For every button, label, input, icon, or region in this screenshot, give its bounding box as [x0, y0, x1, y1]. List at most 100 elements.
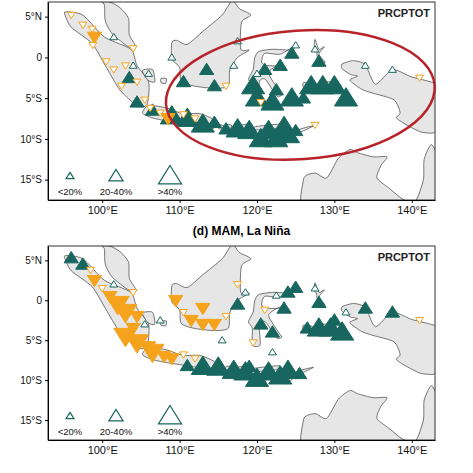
station-marker	[277, 302, 291, 313]
x-tick-mark	[334, 200, 335, 203]
station-marker	[130, 311, 144, 322]
x-tick: 130°E	[320, 200, 350, 216]
y-tick-label: 10°S	[20, 375, 42, 386]
y-tick-label: 5°S	[26, 93, 43, 104]
station-marker	[88, 26, 96, 32]
x-axis-line	[49, 440, 436, 441]
y-axis-line	[48, 247, 49, 441]
y-tick-label: 0	[36, 52, 42, 63]
frame	[48, 246, 435, 440]
y-tick-mark	[45, 57, 48, 58]
station-marker	[222, 83, 230, 89]
y-axis: 5°N05°S10°S15°S	[20, 247, 48, 441]
x-tick: 140°E	[397, 200, 427, 216]
y-tick-mark	[45, 17, 48, 18]
y-tick-label: 10°S	[20, 134, 42, 145]
x-tick: 120°E	[242, 200, 272, 216]
x-tick-mark	[102, 200, 103, 203]
island	[142, 69, 155, 82]
x-tick-mark	[412, 440, 413, 443]
station-marker	[218, 337, 226, 343]
y-tick: 0	[36, 52, 48, 63]
station-marker	[179, 352, 187, 358]
y-axis-line	[48, 3, 49, 201]
x-tick-label: 110°E	[165, 444, 194, 456]
land	[64, 2, 435, 200]
x-tick-label: 110°E	[165, 204, 194, 216]
station-marker	[179, 112, 187, 118]
y-tick-mark	[45, 260, 48, 261]
island	[102, 246, 135, 291]
station-marker	[222, 314, 230, 320]
map-panel: 100°E110°E120°E130°E140°E5°N05°S10°S15°S…	[20, 224, 470, 463]
x-tick: 110°E	[165, 200, 194, 216]
legend-label: <20%	[58, 426, 83, 437]
island	[301, 386, 435, 440]
station-marker	[176, 75, 190, 86]
station-marker	[342, 309, 350, 315]
legend-symbol	[66, 172, 74, 178]
x-tick-mark	[257, 200, 258, 203]
legend-symbol	[109, 170, 123, 181]
station-marker	[79, 22, 87, 28]
station-marker	[64, 251, 78, 262]
legend-symbol	[109, 410, 123, 421]
island	[341, 303, 435, 374]
station-marker	[312, 296, 326, 307]
island	[171, 2, 251, 88]
x-axis: 100°E110°E120°E130°E140°E	[49, 440, 436, 456]
station-marker	[253, 70, 261, 76]
x-tick-label: 120°E	[242, 204, 272, 216]
x-tick: 120°E	[242, 440, 272, 456]
station-marker	[230, 62, 238, 68]
stations	[67, 12, 423, 146]
station-marker	[258, 63, 272, 74]
legend-label: 20-40%	[100, 186, 133, 197]
station-marker	[273, 59, 287, 70]
legend-symbol	[158, 166, 181, 184]
y-tick: 5°S	[26, 93, 48, 104]
station-marker	[242, 360, 256, 371]
x-tick-label: 100°E	[88, 204, 118, 216]
station-marker	[110, 67, 118, 73]
legend-label: <20%	[58, 186, 83, 197]
station-marker	[292, 42, 300, 48]
station-marker	[323, 75, 346, 93]
y-tick-mark	[45, 180, 48, 181]
x-tick-label: 140°E	[397, 204, 427, 216]
station-marker	[388, 66, 396, 72]
y-tick-mark	[45, 98, 48, 99]
x-tick-label: 130°E	[320, 444, 350, 456]
x-tick: 100°E	[88, 440, 118, 456]
y-tick-label: 15°S	[20, 174, 42, 185]
legend-symbol	[158, 406, 181, 424]
station-marker	[200, 63, 214, 74]
station-marker	[289, 124, 303, 135]
station-marker	[312, 55, 326, 66]
station-marker	[385, 306, 399, 317]
land	[64, 246, 435, 440]
y-tick-label: 0	[36, 295, 42, 306]
station-marker	[272, 292, 280, 298]
y-tick: 5°N	[25, 255, 48, 266]
y-tick-label: 5°N	[25, 255, 42, 266]
station-marker	[230, 298, 244, 309]
station-marker	[141, 97, 149, 103]
station-marker	[327, 314, 341, 325]
station-marker	[289, 281, 303, 292]
x-tick-label: 120°E	[242, 444, 272, 456]
station-marker	[180, 359, 194, 370]
island	[64, 12, 149, 107]
figure: 100°E 110°E 120°E 130°E 140°E 5°N 0 5°S 10°S 15°S…	[0, 0, 473, 473]
y-tick: 10°S	[20, 375, 48, 386]
station-marker	[102, 59, 110, 65]
legend-label: >40%	[158, 426, 183, 437]
station-marker	[145, 70, 153, 76]
station-marker	[207, 79, 221, 90]
station-marker	[416, 318, 424, 324]
station-marker	[311, 285, 319, 291]
x-tick-mark	[102, 440, 103, 443]
x-tick-mark	[257, 440, 258, 443]
station-marker	[269, 349, 277, 355]
station-marker	[165, 354, 179, 365]
